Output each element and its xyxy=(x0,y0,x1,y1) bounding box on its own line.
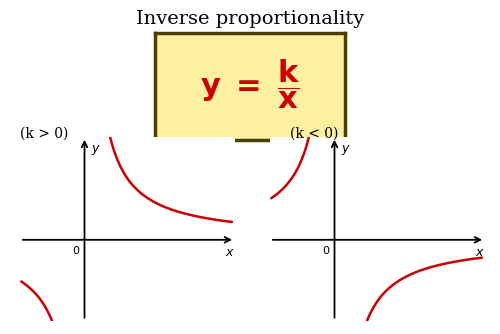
Text: y: y xyxy=(92,142,99,155)
Text: (k < 0): (k < 0) xyxy=(290,127,339,141)
Text: x: x xyxy=(226,246,233,260)
Text: 0: 0 xyxy=(322,246,330,257)
Text: Inverse proportionality: Inverse proportionality xyxy=(136,10,364,28)
Text: y: y xyxy=(342,142,349,155)
Text: 0: 0 xyxy=(72,246,80,257)
Text: x: x xyxy=(476,246,483,260)
Text: $\mathbf{y\ =\ \dfrac{k}{x}}$: $\mathbf{y\ =\ \dfrac{k}{x}}$ xyxy=(200,58,300,112)
Text: (k > 0): (k > 0) xyxy=(20,127,68,141)
